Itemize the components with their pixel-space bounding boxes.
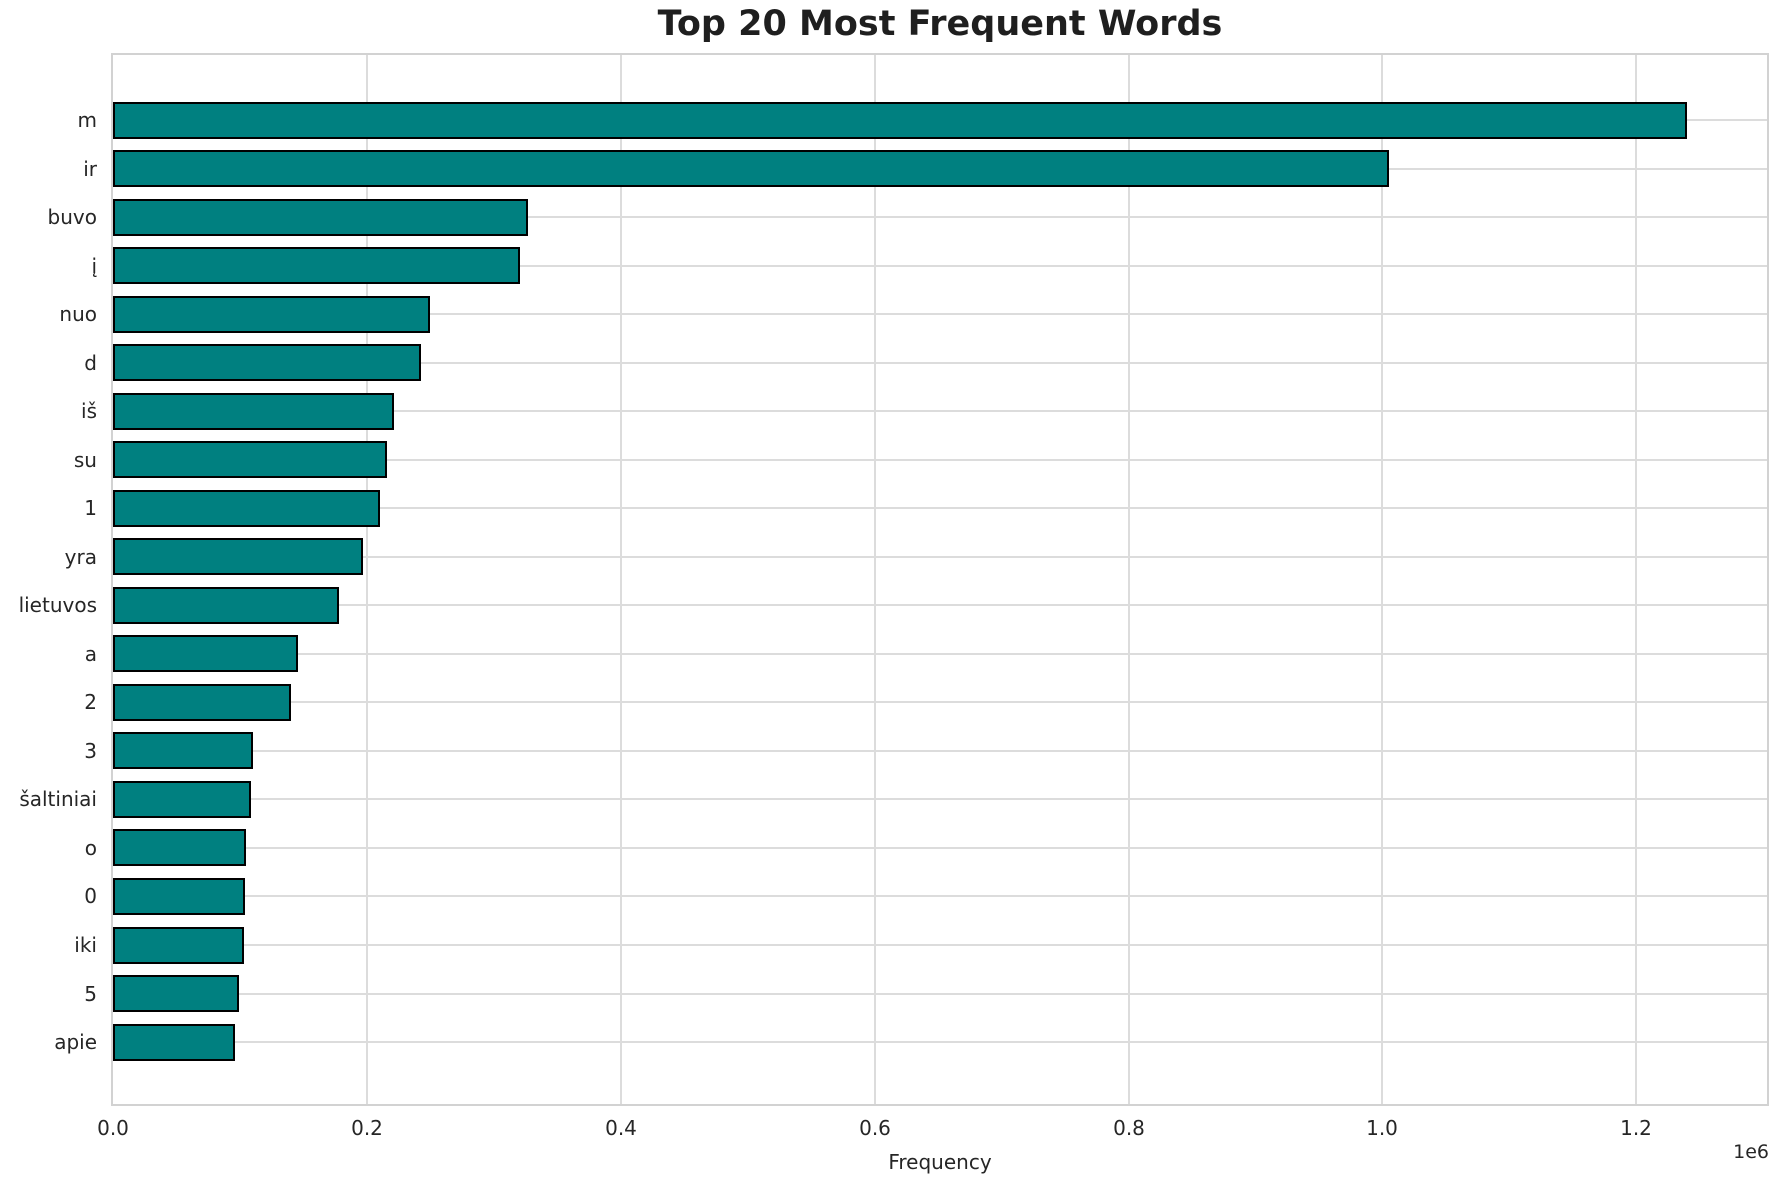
x-gridline [1381, 55, 1383, 1104]
y-tick-label-yra: yra [64, 545, 97, 569]
bar-a [113, 635, 298, 672]
x-tick-label-0.0: 0.0 [97, 1116, 129, 1140]
y-tick-label-d: d [84, 351, 97, 375]
y-gridline [113, 701, 1767, 703]
x-tick-label-0.4: 0.4 [605, 1116, 637, 1140]
x-gridline [1635, 55, 1637, 1104]
bar-2 [113, 684, 291, 721]
y-gridline [113, 847, 1767, 849]
y-gridline [113, 798, 1767, 800]
y-gridline [113, 507, 1767, 509]
x-tick-label-0.6: 0.6 [859, 1116, 891, 1140]
bar-yra [113, 538, 363, 575]
y-gridline [113, 993, 1767, 995]
y-gridline [113, 1041, 1767, 1043]
bar-apie [113, 1024, 235, 1061]
y-tick-label-2: 2 [84, 690, 97, 714]
x-gridline [366, 55, 368, 1104]
y-tick-label-3: 3 [84, 739, 97, 763]
x-tick-label-1.2: 1.2 [1620, 1116, 1652, 1140]
bar-šaltiniai [113, 781, 251, 818]
x-tick-label-0.2: 0.2 [351, 1116, 383, 1140]
bar-d [113, 344, 421, 381]
y-tick-label-su: su [73, 448, 97, 472]
bar-lietuvos [113, 587, 339, 624]
y-tick-label-iki: iki [74, 933, 97, 957]
y-gridline [113, 313, 1767, 315]
y-gridline [113, 216, 1767, 218]
bar-1 [113, 490, 380, 527]
bar-5 [113, 975, 239, 1012]
y-gridline [113, 410, 1767, 412]
y-gridline [113, 604, 1767, 606]
bar-ir [113, 150, 1389, 187]
y-tick-label-ir: ir [83, 157, 97, 181]
x-axis-label: Frequency [888, 1150, 992, 1174]
y-gridline [113, 362, 1767, 364]
y-tick-label-1: 1 [84, 496, 97, 520]
bar-3 [113, 732, 253, 769]
y-gridline [113, 750, 1767, 752]
y-tick-label-apie: apie [54, 1030, 97, 1054]
y-gridline [113, 653, 1767, 655]
y-tick-label-m: m [77, 108, 97, 132]
y-tick-label-a: a [84, 642, 97, 666]
plot-area [111, 53, 1769, 1106]
y-tick-label-buvo: buvo [47, 205, 97, 229]
x-tick-label-1.0: 1.0 [1366, 1116, 1398, 1140]
bar-į [113, 247, 520, 284]
y-gridline [113, 459, 1767, 461]
y-gridline [113, 265, 1767, 267]
bar-iš [113, 393, 394, 430]
bar-o [113, 829, 246, 866]
y-tick-label-iš: iš [81, 399, 97, 423]
bar-0 [113, 878, 245, 915]
y-tick-label-šaltiniai: šaltiniai [19, 787, 97, 811]
bar-m [113, 102, 1687, 139]
bar-iki [113, 927, 244, 964]
y-gridline [113, 944, 1767, 946]
y-tick-label-o: o [84, 836, 97, 860]
chart-title: Top 20 Most Frequent Words [657, 4, 1223, 44]
x-gridline [1128, 55, 1130, 1104]
bar-nuo [113, 296, 430, 333]
y-gridline [113, 556, 1767, 558]
bar-buvo [113, 199, 528, 236]
y-gridline [113, 895, 1767, 897]
y-tick-label-0: 0 [84, 884, 97, 908]
x-gridline [620, 55, 622, 1104]
y-tick-label-lietuvos: lietuvos [18, 593, 97, 617]
y-tick-label-nuo: nuo [59, 302, 97, 326]
bar-su [113, 441, 387, 478]
x-tick-label-0.8: 0.8 [1113, 1116, 1145, 1140]
x-gridline [874, 55, 876, 1104]
y-tick-label-į: į [91, 254, 97, 278]
x-axis-offset-label: 1e6 [1733, 1141, 1769, 1163]
y-tick-label-5: 5 [84, 982, 97, 1006]
